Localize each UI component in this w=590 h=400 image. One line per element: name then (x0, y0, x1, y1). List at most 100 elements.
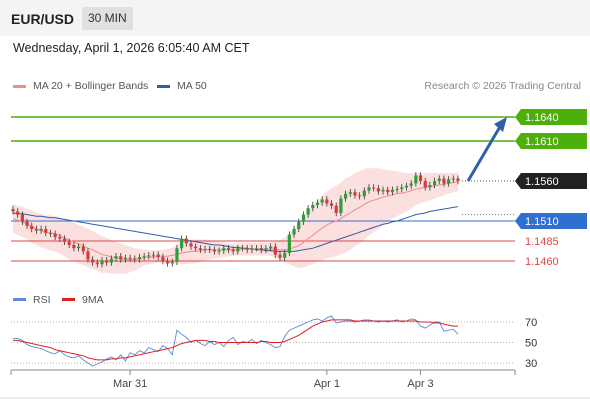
candle-body (348, 192, 352, 194)
candle-body (442, 178, 446, 184)
level-tag-0 (515, 109, 587, 125)
candle-body (320, 199, 324, 203)
candle-body (315, 202, 320, 205)
candle-body (170, 261, 174, 264)
candle-body (194, 246, 198, 249)
candle-body (278, 254, 282, 258)
candle-body (62, 238, 67, 242)
candle-body (86, 251, 90, 260)
level-label-1: 1.1610 (525, 136, 559, 148)
rsi-line (13, 315, 459, 367)
level-label-5: 1.1460 (525, 256, 559, 268)
level-label-0: 1.1640 (525, 112, 559, 124)
header-bar: EUR/USD 30 MIN (0, 0, 590, 36)
candle-body (240, 248, 245, 250)
candle-body (259, 248, 263, 250)
candle-body (269, 246, 273, 249)
candle-body (343, 193, 348, 199)
timestamp: Wednesday, April 1, 2026 6:05:40 AM CET (13, 41, 250, 55)
candle-body (254, 248, 259, 250)
candle-body (451, 178, 455, 180)
candle-body (222, 248, 226, 251)
candle-body (151, 254, 156, 256)
candle-body (236, 248, 240, 252)
candle-body (386, 189, 390, 193)
candle-body (297, 221, 301, 229)
candle-body (100, 260, 104, 265)
candle-body (362, 190, 366, 197)
candle-body (414, 175, 418, 184)
candle-body (165, 261, 170, 264)
candle-body (25, 221, 29, 226)
candle-body (180, 238, 184, 249)
candle-body (217, 250, 221, 252)
instrument-title: EUR/USD (11, 11, 75, 27)
candle-body (283, 253, 287, 258)
candle-body (428, 185, 432, 188)
candle-body (231, 249, 235, 252)
candle-body (142, 256, 146, 258)
candle-body (44, 229, 48, 233)
candle-body (72, 245, 76, 249)
candle-body (67, 241, 71, 245)
level-tag-2 (515, 173, 587, 189)
candle-body (203, 249, 207, 250)
level-tag-3 (515, 213, 587, 229)
candle-body (198, 248, 202, 250)
credit-text: Research © 2026 Trading Central (424, 80, 581, 92)
candle-body (133, 258, 137, 260)
candle-body (34, 229, 39, 231)
candle-body (432, 181, 437, 185)
candle-body (105, 260, 109, 263)
candle-body (48, 233, 53, 234)
ma50-line (12, 206, 459, 252)
level-tag-1 (515, 133, 587, 149)
candle-body (358, 195, 362, 197)
candle-body (372, 187, 376, 189)
forecast-arrow (466, 124, 503, 182)
rsi-tick-label: 70 (525, 317, 537, 329)
candle-body (128, 257, 132, 259)
ma9-line (13, 319, 458, 361)
candle-body (156, 254, 160, 257)
ma9-legend-label: 9MA (82, 294, 104, 306)
candle-body (81, 246, 85, 252)
candle-body (137, 257, 142, 260)
candle-body (208, 249, 212, 250)
candle-body (329, 203, 334, 206)
legend-label: MA 20 + Bollinger Bands (33, 80, 149, 92)
candle-body (161, 257, 165, 261)
candle-body (404, 185, 409, 188)
candles (11, 172, 460, 268)
x-tick-label: Mar 31 (113, 378, 147, 390)
candle-body (437, 178, 441, 181)
candle-body (16, 211, 20, 215)
candle-body (11, 209, 15, 212)
candle-body (325, 199, 329, 204)
candle-body (189, 243, 193, 247)
candle-body (91, 259, 95, 263)
candle-body (334, 205, 338, 213)
candle-body (20, 214, 24, 222)
candle-body (53, 233, 57, 237)
candle-body (58, 237, 62, 239)
rsi-swatch (13, 298, 26, 301)
candle-body (306, 208, 310, 215)
candle-body (264, 248, 268, 250)
level-label-3: 1.1510 (525, 216, 559, 228)
timeframe-badge[interactable]: 30 MIN (82, 7, 133, 30)
candle-body (287, 234, 291, 253)
legend-item-ma20: MA 20 + Bollinger Bands (13, 80, 148, 92)
candle-body (395, 189, 399, 190)
candle-body (381, 189, 385, 192)
candle-body (418, 175, 423, 181)
candle-body (292, 229, 296, 235)
rsi-tick-label: 30 (525, 358, 537, 370)
forecast-arrowhead (494, 117, 507, 132)
candle-body (212, 249, 217, 252)
x-tick-label: Apr 1 (314, 378, 340, 390)
rsi-tick-label: 50 (525, 338, 537, 350)
legend-label: MA 50 (177, 80, 207, 92)
rsi-legend-label: RSI (33, 294, 51, 306)
